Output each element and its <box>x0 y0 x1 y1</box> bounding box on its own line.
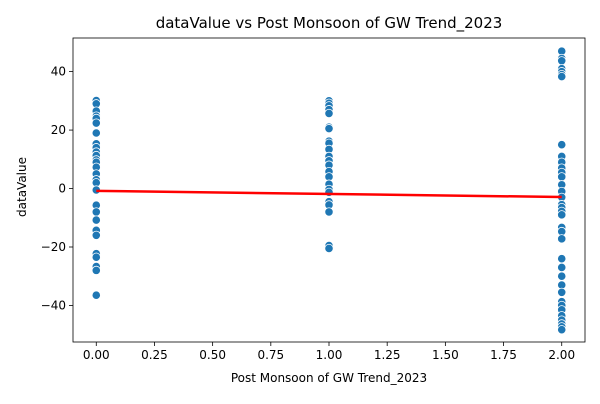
data-point <box>557 287 567 297</box>
data-point <box>324 243 334 254</box>
data-point <box>557 234 567 244</box>
data-point <box>91 128 101 138</box>
y-tick-label: −20 <box>41 240 66 254</box>
regression-line-group <box>96 189 562 199</box>
x-tick-label: 1.75 <box>490 348 517 362</box>
data-point <box>557 71 567 82</box>
data-point <box>91 230 101 240</box>
data-point <box>91 252 101 262</box>
y-axis-ticks: −40 −20 0 20 40 <box>41 65 73 312</box>
x-tick-label: 0.25 <box>141 348 168 362</box>
data-points <box>91 46 567 335</box>
x-axis-ticks: 0.00 0.25 0.50 0.75 1.00 1.25 1.50 1.75 2.00 <box>83 342 575 362</box>
data-point <box>324 207 334 217</box>
data-point <box>557 56 567 66</box>
x-tick-label: 2.00 <box>548 348 575 362</box>
x-tick-label: 1.25 <box>374 348 401 362</box>
data-point <box>557 271 567 281</box>
x-tick-label: 0.00 <box>83 348 110 362</box>
data-point <box>557 210 567 220</box>
y-tick-label: 20 <box>51 123 66 137</box>
data-point <box>91 265 101 275</box>
y-tick-label: 0 <box>58 182 66 196</box>
data-point <box>91 215 101 225</box>
y-axis-label: dataValue <box>15 157 29 217</box>
data-point <box>91 118 101 128</box>
data-point <box>557 254 567 264</box>
chart-title: dataValue vs Post Monsoon of GW Trend_20… <box>156 14 503 33</box>
x-tick-label: 0.75 <box>257 348 284 362</box>
data-point <box>324 124 334 134</box>
data-point <box>557 262 567 273</box>
x-tick-label: 0.50 <box>199 348 226 362</box>
y-tick-label: −40 <box>41 298 66 312</box>
data-point <box>324 187 334 197</box>
data-point <box>91 290 101 300</box>
data-point <box>91 207 101 217</box>
x-tick-label: 1.50 <box>432 348 459 362</box>
data-point <box>324 108 334 119</box>
x-axis-label: Post Monsoon of GW Trend_2023 <box>231 371 427 385</box>
data-point <box>557 172 567 182</box>
y-tick-label: 40 <box>51 65 66 79</box>
data-point <box>557 140 567 150</box>
x-tick-label: 1.00 <box>316 348 343 362</box>
regression-line <box>96 189 562 199</box>
data-point <box>557 325 567 335</box>
